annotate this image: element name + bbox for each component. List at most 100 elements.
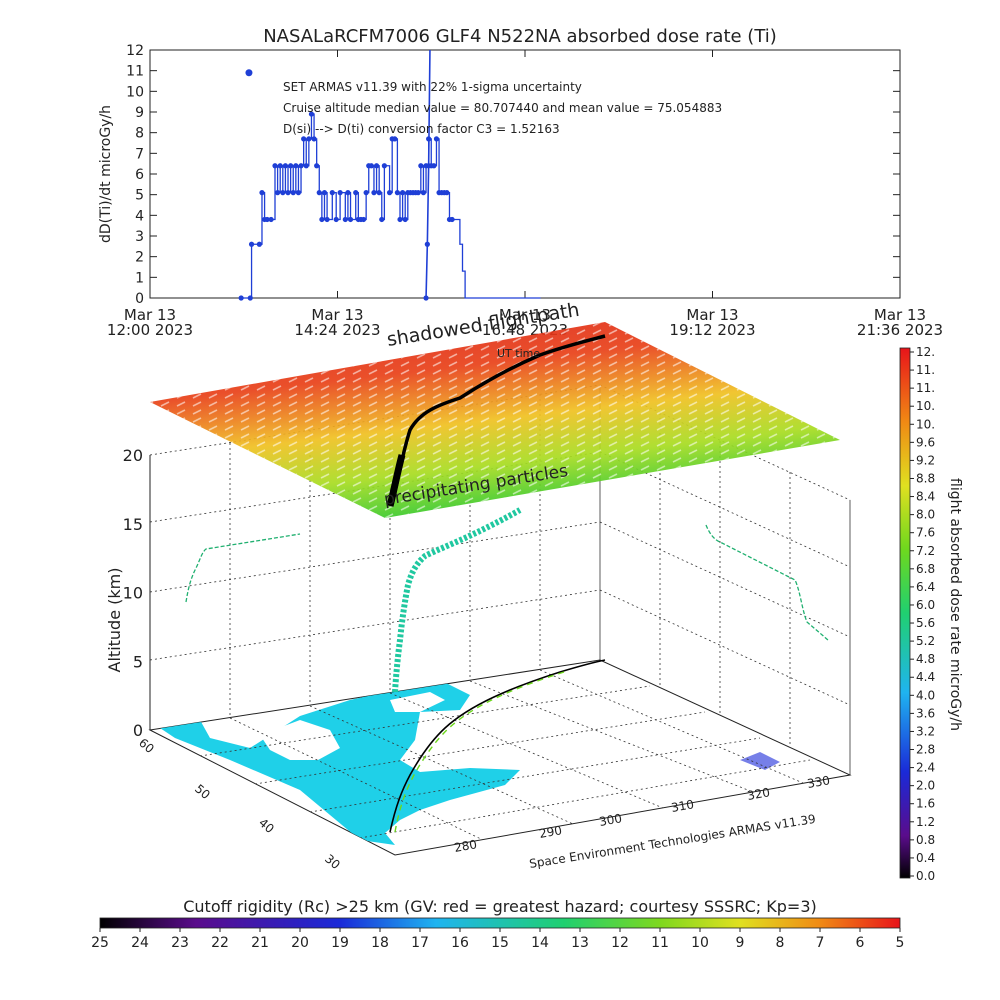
dose-point [321,190,328,196]
dose-point [423,295,429,301]
dose-point [293,163,299,169]
dose-tick-label: 0.4 [916,851,935,865]
dose-tick-label: 3.6 [916,706,935,720]
dose-point [373,163,380,169]
dose-tick-label: 4.8 [916,652,935,666]
dose-point [420,190,427,196]
cutoff-tick-label: 8 [776,935,785,951]
dose-point [381,163,387,169]
lat-tick-label: 40 [256,816,277,837]
dose-rate-chart: NASALaRCFM7006 GLF4 N522NA absorbed dose… [98,26,943,339]
cutoff-tick-label: 24 [131,935,149,951]
legend-line-1: SET ARMAS v11.39 with 22% 1-sigma uncert… [283,80,582,94]
dose-tick-label: 0.0 [916,869,935,883]
dose-point [394,190,400,196]
cutoff-tick-label: 19 [331,935,349,951]
legend-line-3: D(si) --> D(ti) conversion factor C3 = 1… [283,122,560,136]
y-tick-label: 0 [135,291,144,307]
dose-point [275,190,281,196]
cutoff-tick-label: 11 [651,935,669,951]
dose-point [280,190,286,196]
dose-tick-label: 11. [916,381,935,395]
dose-point [449,216,455,223]
y-tick-label: 12 [126,43,144,59]
dose-point [314,163,320,169]
cutoff-tick-label: 5 [896,935,905,951]
cutoff-tick-label: 20 [291,935,309,951]
y-axis-label: dD(Ti)/dt microGy/h [98,105,114,243]
cutoff-tick-label: 10 [691,935,709,951]
shadowed-flightpath-ground-color [394,671,565,833]
legend-line-2: Cruise altitude median value = 80.707440… [283,101,722,115]
dose-point [288,163,294,169]
lon-tick-label: 310 [670,797,695,815]
dose-point [301,136,307,142]
flight-track-ascent [386,454,406,507]
dose-point [333,216,339,223]
dose-tick-label: 10. [916,417,935,431]
cutoff-tick-label: 6 [856,935,865,951]
cutoff-tick-label: 9 [736,935,745,951]
dose-point [247,295,253,301]
dose-point [368,163,374,169]
dose-tick-label: 8.8 [916,471,935,485]
land-island [390,692,445,712]
annotation-ut-time: UT time [497,347,540,360]
dose-tick-label: 10. [916,399,935,413]
dose-point [303,163,309,169]
y-tick-label: 4 [135,208,144,224]
z-tick-label: 0 [133,721,143,740]
y-tick-label: 7 [135,146,144,162]
dose-tick-label: 4.0 [916,688,935,702]
lon-tick-label: 280 [453,837,478,855]
dose-tick-label: 6.0 [916,598,935,612]
dose-tick-label: 7.6 [916,526,935,540]
x-tick-label-time: 14:24 2023 [294,321,380,339]
cutoff-tick-label: 14 [531,935,549,951]
cutoff-map-floor [148,659,852,856]
lon-tick-label: 320 [746,785,771,803]
cutoff-tick-label: 16 [451,935,469,951]
dose-tick-label: 5.6 [916,616,935,630]
dose-tick-label: 8.4 [916,490,935,504]
dose-point [337,190,343,196]
shadowed-flightpath-ground [389,659,606,833]
cutoff-tick-label: 18 [371,935,389,951]
y-tick-label: 5 [135,188,144,204]
dose-point [418,163,424,169]
dose-point [295,190,302,196]
dose-point [282,163,289,169]
cutoff-tick-label: 23 [171,935,189,951]
x-tick-label-date: Mar 13 [311,306,363,324]
cutoff-tick-label: 22 [211,935,229,951]
x-tick-label-date: Mar 13 [499,306,551,324]
dose-point [329,190,335,196]
y-tick-label: 11 [126,64,144,80]
dose-point [415,190,421,196]
x-tick-label-time: 19:12 2023 [669,321,755,339]
x-tick-label-date: Mar 13 [686,306,738,324]
dose-point [400,190,406,196]
y-tick-label: 3 [135,229,144,245]
floor-grid [199,669,811,841]
y-tick-label: 10 [126,84,144,100]
y-tick-label: 6 [135,167,144,183]
lon-axis-ticks: 280 290 300 310 320 330 [453,773,831,855]
dose-point [392,136,398,142]
dose-point [342,216,348,223]
dose-colorbar-title: flight absorbed dose rate microGy/h [947,478,963,731]
x-tick-label-date: Mar 13 [874,306,926,324]
shadowed-flightpath-left-wall [185,533,301,603]
dose-point [424,241,430,247]
dose-tick-label: 11. [916,363,935,377]
dose-tick-label: 6.8 [916,562,935,576]
cutoff-tick-label: 7 [816,935,825,951]
dose-series-line [241,113,541,299]
dose-point [371,190,377,196]
ocean-region [160,680,520,845]
shadowed-flightpath-right-wall [705,524,829,641]
